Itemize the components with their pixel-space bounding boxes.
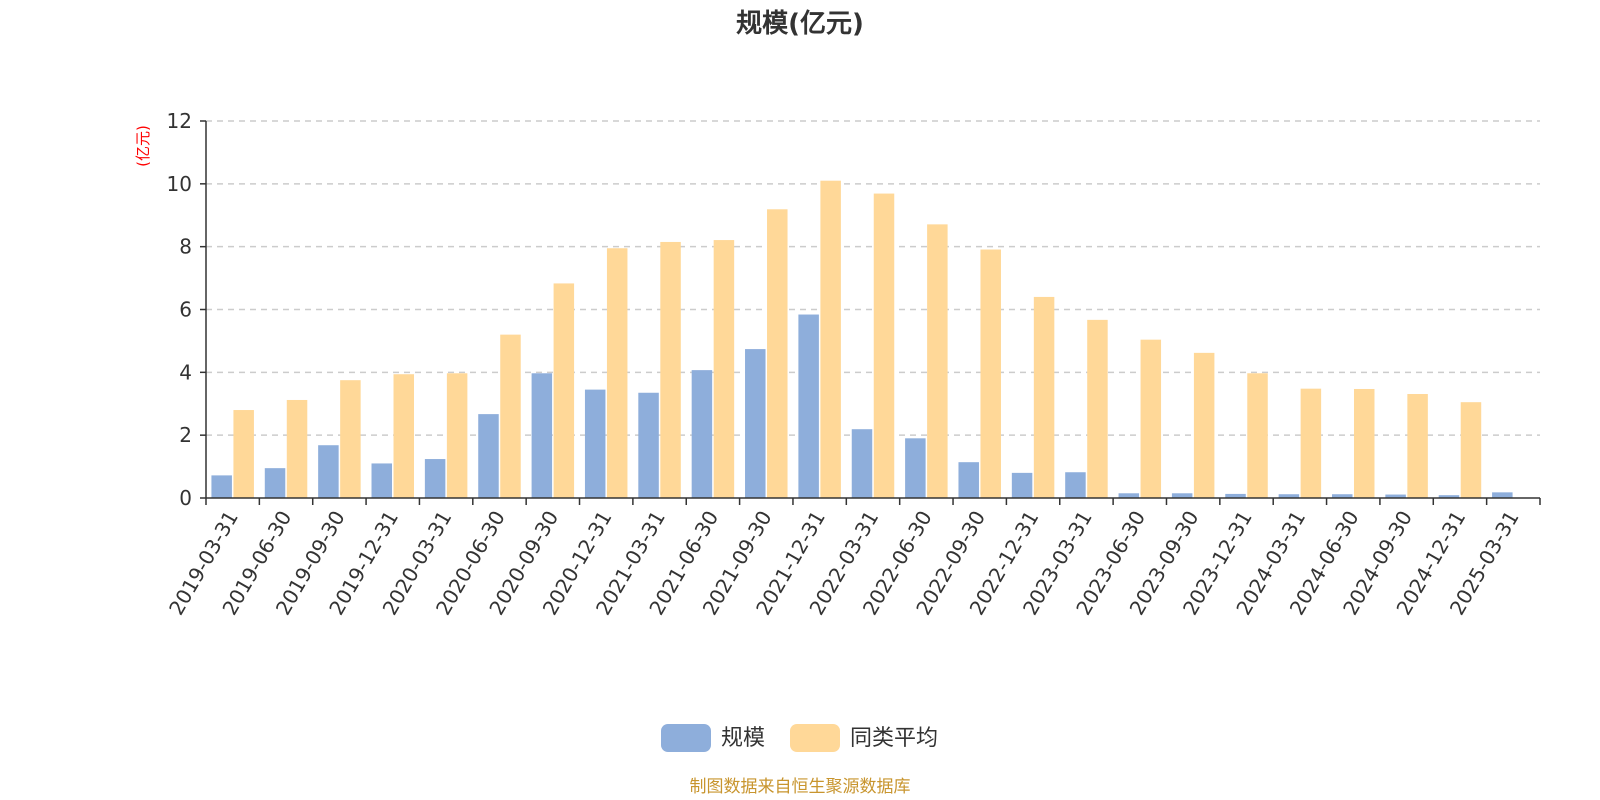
bar-tonglei-2021-12-31 — [820, 180, 841, 499]
x-tick-labels: 2019-03-312019-06-302019-09-302019-12-31… — [164, 506, 1524, 619]
bar-tonglei-2024-09-30 — [1407, 394, 1428, 498]
y-tick-label: 10 — [167, 172, 192, 196]
bar-guimo-2025-03-31 — [1492, 492, 1513, 498]
y-tick-label: 4 — [179, 360, 192, 384]
bar-tonglei-2022-06-30 — [927, 224, 948, 498]
bar-guimo-2021-12-31 — [798, 314, 819, 498]
bar-tonglei-2019-09-30 — [340, 380, 361, 498]
y-axis-unit-label: (亿元) — [134, 125, 152, 167]
bar-tonglei-2024-03-31 — [1300, 388, 1322, 498]
bar-guimo-2020-06-30 — [478, 414, 499, 498]
bar-tonglei-2023-09-30 — [1193, 352, 1215, 498]
bar-guimo-2022-03-31 — [851, 429, 873, 498]
data-source-note: 制图数据来自恒生聚源数据库 — [690, 777, 911, 797]
y-tick-label: 2 — [179, 423, 192, 447]
bar-guimo-2019-06-30 — [264, 468, 286, 498]
bar-tonglei-2024-06-30 — [1353, 388, 1375, 498]
bar-guimo-2021-03-31 — [638, 392, 659, 498]
bar-tonglei-2021-09-30 — [767, 209, 788, 499]
bar-guimo-2023-12-31 — [1225, 493, 1246, 498]
bar-tonglei-2022-03-31 — [873, 193, 895, 498]
bar-guimo-2022-09-30 — [958, 462, 979, 498]
bar-tonglei-2019-06-30 — [286, 399, 308, 498]
bar-tonglei-2020-06-30 — [500, 334, 521, 498]
bar-guimo-2021-06-30 — [691, 370, 713, 498]
bar-guimo-2022-06-30 — [905, 438, 926, 498]
legend[interactable]: 规模 同类平均 — [661, 724, 938, 752]
bar-tonglei-2019-12-31 — [393, 374, 415, 498]
bar-tonglei-2023-12-31 — [1247, 373, 1268, 498]
bar-guimo-2021-09-30 — [745, 349, 766, 498]
bar-guimo-2020-09-30 — [531, 373, 553, 498]
bar-tonglei-2020-03-31 — [446, 373, 468, 498]
bar-guimo-2019-12-31 — [371, 463, 393, 498]
bar-guimo-2023-09-30 — [1171, 493, 1193, 498]
legend-label: 同类平均 — [850, 726, 938, 751]
bar-tonglei-2022-12-31 — [1033, 296, 1055, 498]
bar-guimo-2024-09-30 — [1385, 494, 1406, 498]
y-tick-label: 0 — [179, 486, 192, 510]
bar-tonglei-2024-12-31 — [1460, 402, 1482, 498]
y-tick-label: 12 — [167, 109, 192, 133]
bar-tonglei-2020-12-31 — [606, 248, 628, 498]
bar-tonglei-2021-03-31 — [660, 241, 681, 498]
bar-guimo-2019-09-30 — [318, 445, 339, 498]
y-tick-label: 8 — [179, 235, 192, 259]
bar-guimo-2024-03-31 — [1278, 494, 1300, 498]
bar-guimo-2023-06-30 — [1118, 493, 1140, 498]
bar-guimo-2023-03-31 — [1065, 472, 1086, 498]
bar-tonglei-2020-09-30 — [553, 283, 575, 498]
bar-guimo-2022-12-31 — [1011, 472, 1033, 498]
y-tick-labels: 0 2 4 6 8 10 12 — [167, 109, 192, 510]
legend-swatch — [661, 724, 711, 752]
legend-label: 规模 — [721, 726, 765, 751]
bars — [211, 180, 1513, 499]
bar-tonglei-2023-06-30 — [1140, 339, 1162, 498]
bar-guimo-2020-03-31 — [424, 459, 446, 498]
y-tick-label: 6 — [179, 298, 192, 322]
axes — [200, 120, 1541, 505]
bar-tonglei-2022-09-30 — [980, 249, 1001, 498]
bar-tonglei-2021-06-30 — [713, 240, 735, 499]
bar-guimo-2020-12-31 — [584, 389, 606, 498]
bar-guimo-2019-03-31 — [211, 475, 232, 498]
legend-swatch — [790, 724, 840, 752]
bar-tonglei-2023-03-31 — [1087, 319, 1108, 498]
bar-guimo-2024-12-31 — [1438, 495, 1460, 498]
bar-tonglei-2019-03-31 — [233, 410, 254, 498]
bar-guimo-2024-06-30 — [1331, 494, 1353, 498]
chart-title: 规模(亿元) — [736, 9, 864, 39]
legend-item-guimo[interactable]: 规模 — [661, 724, 765, 752]
legend-item-tonglei[interactable]: 同类平均 — [790, 724, 938, 752]
